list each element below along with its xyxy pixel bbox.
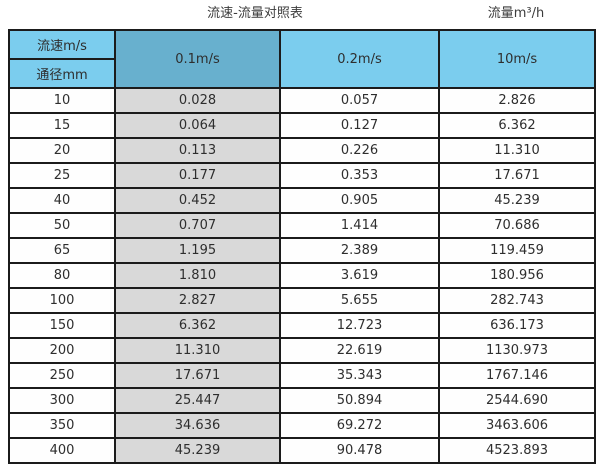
- column-header-0-1ms: 0.1m/s: [114, 29, 281, 89]
- table-title: 流速-流量对照表: [207, 6, 303, 21]
- diameter-cell: 250: [8, 362, 116, 389]
- value-cell: 1767.146: [438, 362, 596, 389]
- value-cell: 1130.973: [438, 337, 596, 364]
- diameter-cell: 50: [8, 212, 116, 239]
- value-cell: 11.310: [114, 337, 281, 364]
- value-cell: 0.452: [114, 187, 281, 214]
- value-cell: 282.743: [438, 287, 596, 314]
- table-row: 200 11.310 22.619 1130.973: [8, 337, 596, 364]
- table-row: 25 0.177 0.353 17.671: [8, 162, 596, 189]
- value-cell: 34.636: [114, 412, 281, 439]
- value-cell: 11.310: [438, 137, 596, 164]
- value-cell: 70.686: [438, 212, 596, 239]
- value-cell: 2.827: [114, 287, 281, 314]
- value-cell: 69.272: [279, 412, 440, 439]
- value-cell: 2544.690: [438, 387, 596, 414]
- value-cell: 2.389: [279, 237, 440, 264]
- value-cell: 1.810: [114, 262, 281, 289]
- table-row: 80 1.810 3.619 180.956: [8, 262, 596, 289]
- value-cell: 0.057: [279, 87, 440, 114]
- diameter-cell: 400: [8, 437, 116, 464]
- value-cell: 5.655: [279, 287, 440, 314]
- value-cell: 0.707: [114, 212, 281, 239]
- value-cell: 0.226: [279, 137, 440, 164]
- value-cell: 1.414: [279, 212, 440, 239]
- header-row-diameter: 通径mm: [8, 58, 595, 89]
- value-cell: 0.113: [114, 137, 281, 164]
- table-row: 50 0.707 1.414 70.686: [8, 212, 596, 239]
- value-cell: 119.459: [438, 237, 596, 264]
- diameter-cell: 15: [8, 112, 116, 139]
- diameter-cell: 150: [8, 312, 116, 339]
- value-cell: 6.362: [438, 112, 596, 139]
- value-cell: 0.353: [279, 162, 440, 189]
- value-cell: 17.671: [114, 362, 281, 389]
- title-bar: 流速-流量对照表 流量m³/h: [0, 0, 600, 29]
- table-row: 350 34.636 69.272 3463.606: [8, 412, 596, 439]
- table-row: 10 0.028 0.057 2.826: [8, 87, 596, 114]
- table-row: 40 0.452 0.905 45.239: [8, 187, 596, 214]
- diameter-cell: 65: [8, 237, 116, 264]
- diameter-cell: 20: [8, 137, 116, 164]
- value-cell: 636.173: [438, 312, 596, 339]
- table-row: 250 17.671 35.343 1767.146: [8, 362, 596, 389]
- value-cell: 45.239: [114, 437, 281, 464]
- value-cell: 4523.893: [438, 437, 596, 464]
- table-row: 300 25.447 50.894 2544.690: [8, 387, 596, 414]
- value-cell: 35.343: [279, 362, 440, 389]
- column-header-10ms: 10m/s: [438, 29, 596, 89]
- value-cell: 180.956: [438, 262, 596, 289]
- value-cell: 0.064: [114, 112, 281, 139]
- value-cell: 12.723: [279, 312, 440, 339]
- diameter-cell: 80: [8, 262, 116, 289]
- value-cell: 0.127: [279, 112, 440, 139]
- table-row: 65 1.195 2.389 119.459: [8, 237, 596, 264]
- value-cell: 3.619: [279, 262, 440, 289]
- diameter-cell: 300: [8, 387, 116, 414]
- value-cell: 25.447: [114, 387, 281, 414]
- diameter-cell: 200: [8, 337, 116, 364]
- flow-velocity-table: 流速m/s 0.1m/s 0.2m/s 10m/s 通径mm 10 0.028 …: [8, 29, 596, 464]
- value-cell: 0.177: [114, 162, 281, 189]
- diameter-cell: 40: [8, 187, 116, 214]
- value-cell: 17.671: [438, 162, 596, 189]
- value-cell: 90.478: [279, 437, 440, 464]
- value-cell: 0.905: [279, 187, 440, 214]
- corner-velocity-label: 流速m/s: [8, 29, 116, 60]
- corner-diameter-label: 通径mm: [8, 58, 116, 89]
- table-row: 150 6.362 12.723 636.173: [8, 312, 596, 339]
- table-row: 20 0.113 0.226 11.310: [8, 137, 596, 164]
- value-cell: 1.195: [114, 237, 281, 264]
- column-header-0-2ms: 0.2m/s: [279, 29, 440, 89]
- flow-unit-title: 流量m³/h: [487, 6, 545, 21]
- table-row: 100 2.827 5.655 282.743: [8, 287, 596, 314]
- diameter-cell: 25: [8, 162, 116, 189]
- diameter-cell: 100: [8, 287, 116, 314]
- value-cell: 6.362: [114, 312, 281, 339]
- value-cell: 0.028: [114, 87, 281, 114]
- table-row: 15 0.064 0.127 6.362: [8, 112, 596, 139]
- diameter-cell: 10: [8, 87, 116, 114]
- value-cell: 22.619: [279, 337, 440, 364]
- value-cell: 50.894: [279, 387, 440, 414]
- diameter-cell: 350: [8, 412, 116, 439]
- table-row: 400 45.239 90.478 4523.893: [8, 437, 596, 464]
- header-row-velocity: 流速m/s 0.1m/s 0.2m/s 10m/s: [8, 29, 596, 89]
- value-cell: 3463.606: [438, 412, 596, 439]
- value-cell: 2.826: [438, 87, 596, 114]
- value-cell: 45.239: [438, 187, 596, 214]
